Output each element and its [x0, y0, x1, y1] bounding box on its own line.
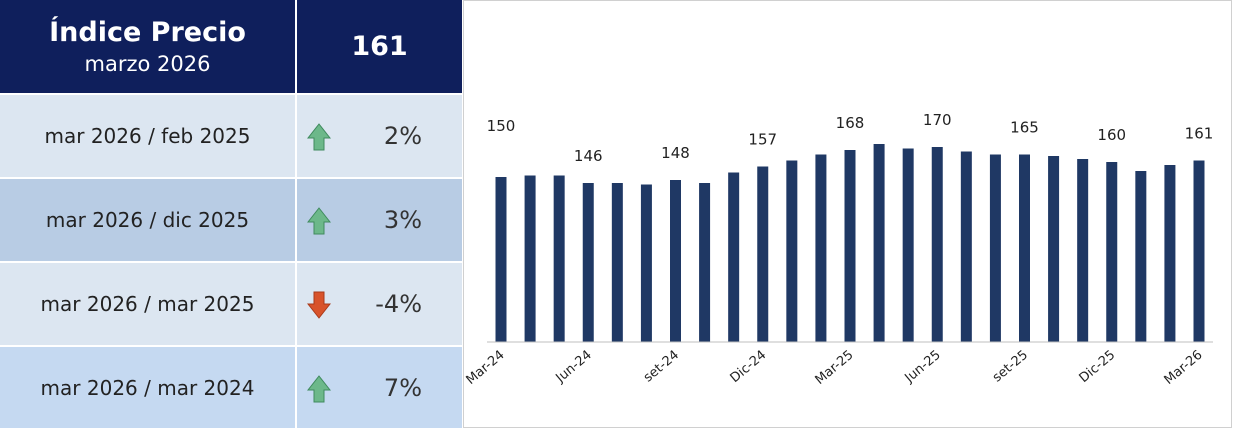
- row-label: mar 2026 / feb 2025: [0, 93, 297, 177]
- bar: [699, 183, 711, 342]
- bar: [1077, 159, 1089, 342]
- bar: [495, 177, 507, 342]
- chart: Mar-24150Jun-24146set-24148Dic-24157Mar-…: [463, 0, 1232, 428]
- bar: [611, 183, 623, 342]
- data-label: 165: [1010, 119, 1039, 137]
- bar: [1106, 162, 1118, 342]
- bar: [582, 183, 594, 342]
- row-value-cell: -4%: [297, 261, 462, 345]
- data-label: 146: [574, 147, 603, 165]
- row-value: -4%: [375, 290, 422, 318]
- bar: [1135, 171, 1147, 342]
- bar: [873, 144, 885, 342]
- bar: [1019, 154, 1030, 342]
- row-value-cell: 2%: [297, 93, 462, 177]
- data-label: 157: [748, 131, 777, 149]
- data-label: 160: [1097, 126, 1126, 144]
- row-value: 3%: [383, 206, 422, 234]
- bar: [1048, 156, 1060, 342]
- bar: [640, 184, 652, 342]
- bar: [902, 148, 914, 342]
- bar: [931, 147, 943, 342]
- row-label: mar 2026 / mar 2025: [0, 261, 297, 345]
- arrow-shape: [307, 207, 331, 235]
- bar: [524, 175, 536, 342]
- bar: [960, 151, 972, 342]
- bar: [757, 166, 769, 342]
- arrow-up: [307, 207, 331, 235]
- data-label: 170: [923, 111, 952, 129]
- header-cell: Índice Precio marzo 2026: [0, 0, 297, 93]
- bar: [815, 154, 827, 342]
- bar: [1193, 160, 1205, 342]
- row-label: mar 2026 / mar 2024: [0, 345, 297, 428]
- arrow-up: [307, 374, 331, 402]
- row-value-cell: 7%: [297, 345, 462, 428]
- bar: [786, 160, 798, 342]
- data-label: 148: [661, 144, 690, 162]
- row-value-cell: 3%: [297, 177, 462, 261]
- bar: [844, 150, 856, 342]
- row-label: mar 2026 / dic 2025: [0, 177, 297, 261]
- row-value: 2%: [383, 122, 422, 150]
- header-title: Índice Precio: [49, 17, 246, 48]
- bar: [670, 180, 681, 342]
- bar: [989, 154, 1001, 342]
- arrow-shape: [307, 291, 331, 319]
- bar: [1164, 165, 1176, 342]
- arrow-shape: [307, 374, 331, 402]
- summary-table: Índice Precio marzo 2026 161 mar 2026 / …: [0, 0, 462, 428]
- bar: [728, 172, 740, 342]
- header-subtitle: marzo 2026: [84, 52, 211, 76]
- row-value: 7%: [383, 373, 422, 402]
- data-label: 150: [487, 117, 516, 135]
- data-label: 168: [836, 114, 865, 132]
- bar: [553, 175, 565, 342]
- data-label: 161: [1185, 125, 1214, 143]
- arrow-up: [307, 123, 331, 151]
- arrow-down: [307, 291, 331, 319]
- arrow-shape: [307, 123, 331, 151]
- header-value: 161: [297, 0, 462, 93]
